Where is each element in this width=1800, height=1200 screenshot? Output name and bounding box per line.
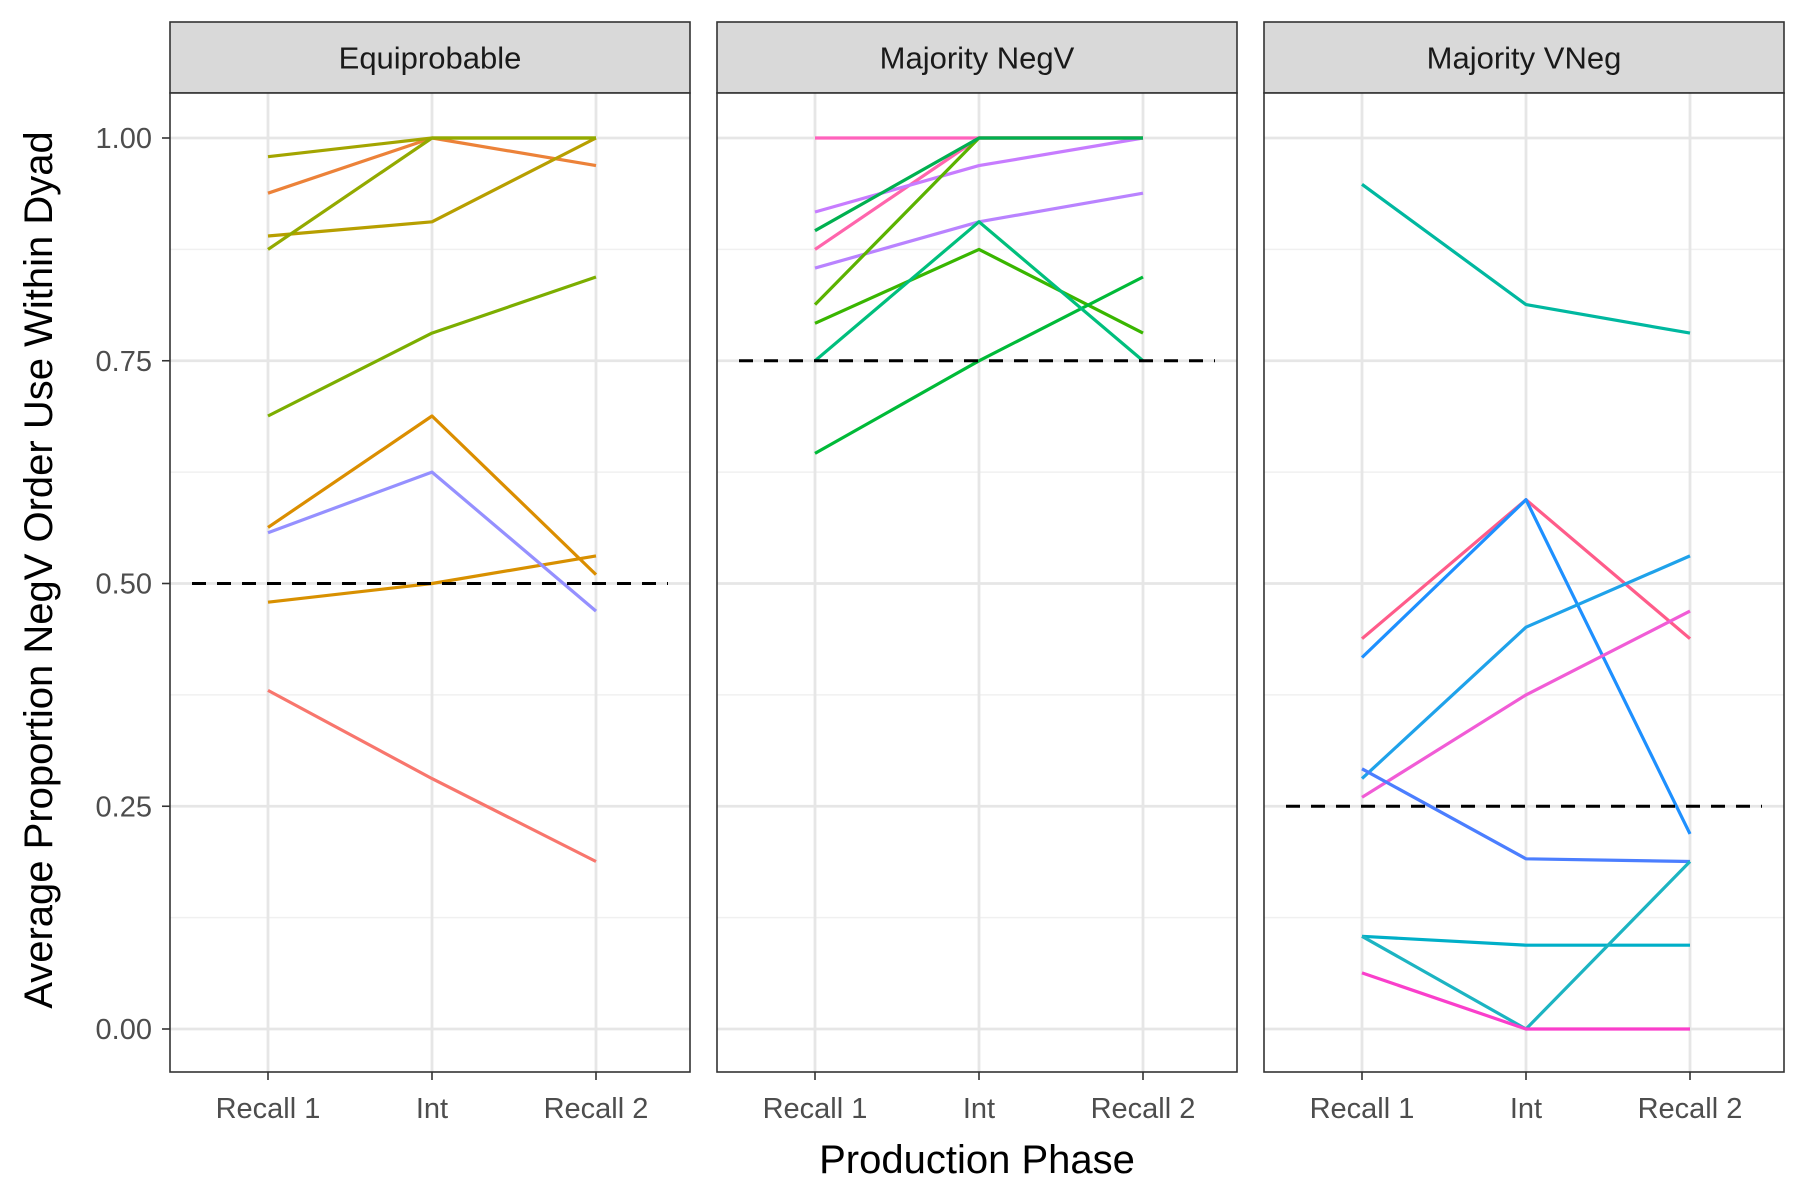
series-line — [1361, 609, 1691, 799]
y-axis: 0.00 0.25 0.50 0.75 1.00 — [96, 123, 170, 1046]
x-tick-label: Recall 1 — [1310, 1093, 1415, 1125]
series-line — [1360, 498, 1692, 835]
y-tick-label: 0.00 — [96, 1014, 152, 1046]
facet-title: Majority VNeg — [1427, 41, 1622, 76]
panel-border — [1263, 92, 1785, 1073]
x-tick-label: Recall 2 — [544, 1093, 649, 1125]
y-tick-label: 0.50 — [96, 569, 152, 601]
series-line — [267, 136, 596, 251]
facet-strip — [716, 21, 1238, 94]
series-line — [267, 414, 598, 576]
series-line — [267, 688, 597, 863]
x-tick-label: Recall 1 — [216, 1093, 321, 1125]
panel-border — [169, 92, 691, 1073]
series-line — [814, 136, 1144, 214]
facet-panel: Equiprobable Recall 1 Int Recall 2 — [169, 21, 691, 1125]
series-line — [814, 275, 1144, 455]
x-tick-label: Int — [416, 1093, 448, 1125]
y-axis-title: Average Proportion NegV Order Use Within… — [17, 131, 61, 1008]
y-tick-label: 0.75 — [96, 346, 152, 378]
facet-panel: Majority NegV Recall 1 Int Recall 2 — [716, 21, 1238, 1125]
facet-title: Majority NegV — [880, 41, 1075, 76]
series-line — [1361, 934, 1690, 947]
series-line — [267, 470, 598, 613]
facet-panel: Majority VNeg Recall 1 Int Recall 2 — [1263, 21, 1785, 1125]
series-line — [1361, 767, 1691, 864]
x-tick-label: Int — [1510, 1093, 1542, 1125]
x-tick-label: Recall 1 — [763, 1093, 868, 1125]
series-line — [267, 275, 597, 418]
facet-strip — [169, 21, 691, 94]
series-line — [1360, 554, 1691, 780]
y-tick-label: 0.25 — [96, 791, 152, 823]
x-axis-title: Production Phase — [819, 1138, 1135, 1182]
x-tick-label: Recall 2 — [1638, 1093, 1743, 1125]
facet-title: Equiprobable — [339, 41, 522, 76]
series-line — [814, 136, 1143, 233]
y-tick-label: 1.00 — [96, 123, 152, 155]
series-line — [1361, 971, 1690, 1031]
x-tick-label: Int — [963, 1093, 995, 1125]
x-tick-label: Recall 2 — [1091, 1093, 1196, 1125]
series-line — [267, 136, 597, 238]
facet-strip — [1263, 21, 1785, 94]
panel-border — [716, 92, 1238, 1073]
series-line — [1361, 183, 1691, 335]
series-line — [813, 220, 1145, 363]
